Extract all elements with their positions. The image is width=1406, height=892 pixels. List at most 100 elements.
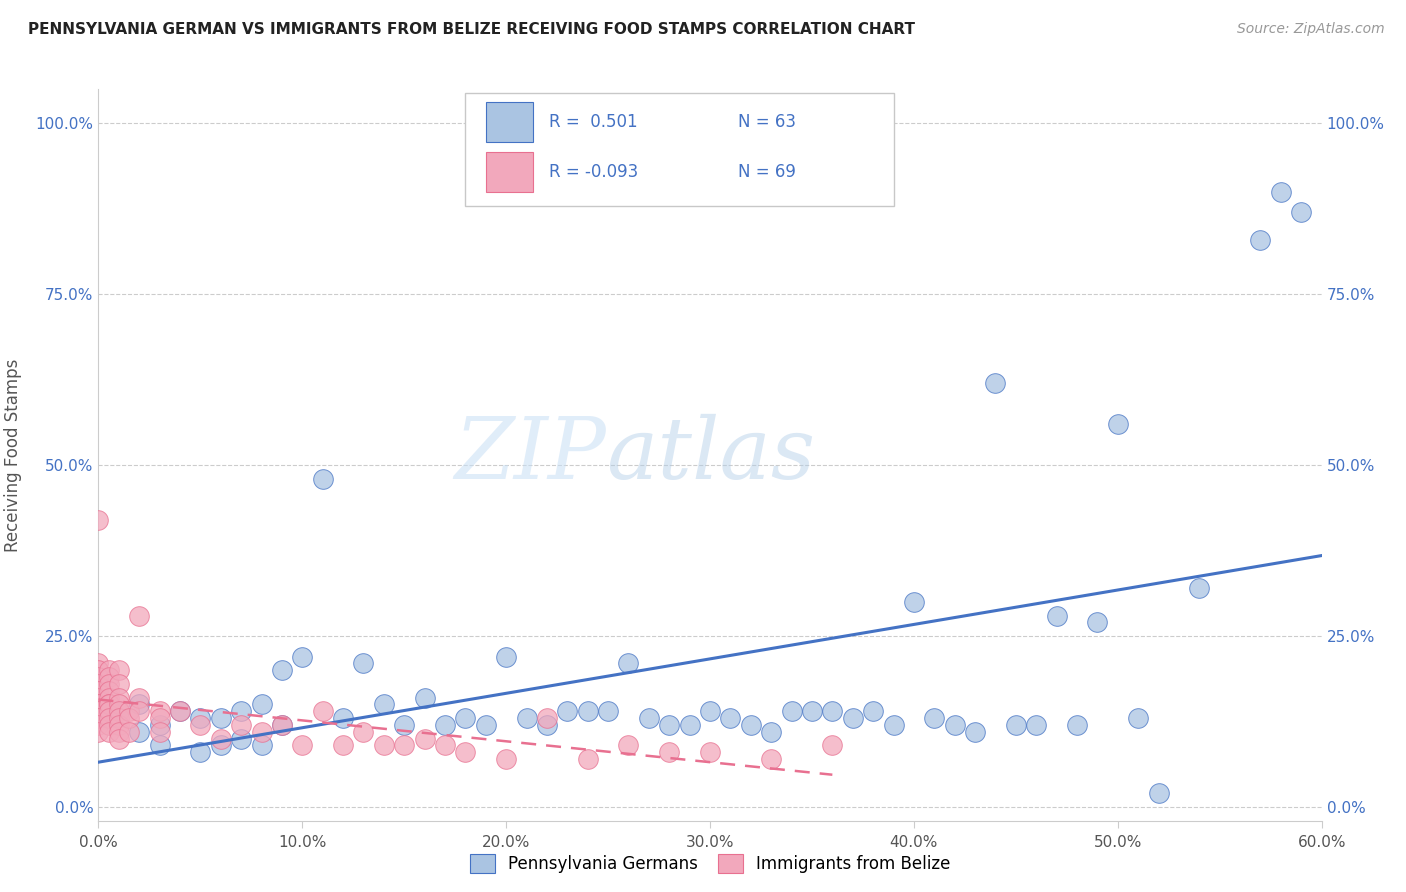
Point xyxy=(352,724,374,739)
Point xyxy=(270,718,294,732)
Point xyxy=(536,718,558,732)
Point xyxy=(761,752,783,766)
FancyBboxPatch shape xyxy=(465,93,894,206)
Text: Source: ZipAtlas.com: Source: ZipAtlas.com xyxy=(1237,22,1385,37)
Point xyxy=(516,711,538,725)
Point xyxy=(188,745,212,759)
Point xyxy=(291,649,314,664)
Point xyxy=(87,711,110,725)
Point xyxy=(984,376,1007,391)
Point xyxy=(87,657,110,671)
Point xyxy=(169,704,191,718)
Point xyxy=(841,711,863,725)
Point xyxy=(965,724,987,739)
Point xyxy=(1249,233,1271,247)
Point xyxy=(87,724,110,739)
Point xyxy=(231,718,253,732)
Point xyxy=(231,731,253,746)
Point xyxy=(108,690,131,705)
Text: PENNSYLVANIA GERMAN VS IMMIGRANTS FROM BELIZE RECEIVING FOOD STAMPS CORRELATION : PENNSYLVANIA GERMAN VS IMMIGRANTS FROM B… xyxy=(28,22,915,37)
Point xyxy=(97,683,120,698)
Point xyxy=(209,739,232,753)
Point xyxy=(557,704,579,718)
Point xyxy=(474,718,498,732)
Point xyxy=(108,718,131,732)
Point xyxy=(862,704,884,718)
Point xyxy=(1270,185,1292,199)
Point xyxy=(576,752,599,766)
Point xyxy=(87,513,110,527)
Point xyxy=(943,718,966,732)
Point xyxy=(761,724,783,739)
Point xyxy=(1004,718,1026,732)
FancyBboxPatch shape xyxy=(486,102,533,142)
Point xyxy=(87,690,110,705)
Text: N = 69: N = 69 xyxy=(738,163,796,181)
Point xyxy=(903,595,925,609)
Point xyxy=(699,745,721,759)
Point xyxy=(87,698,110,712)
Point xyxy=(128,608,150,623)
Point xyxy=(495,649,517,664)
Point xyxy=(392,718,416,732)
Point xyxy=(97,704,120,718)
Point xyxy=(169,704,191,718)
Point xyxy=(821,739,844,753)
Point xyxy=(149,718,172,732)
Point xyxy=(1085,615,1108,630)
Point xyxy=(392,739,416,753)
Point xyxy=(97,711,120,725)
Point xyxy=(1188,581,1211,595)
Text: atlas: atlas xyxy=(606,414,815,496)
Point xyxy=(434,718,457,732)
Point xyxy=(118,711,141,725)
Point xyxy=(87,718,110,732)
Point xyxy=(413,731,436,746)
Point xyxy=(658,745,681,759)
Point xyxy=(780,704,803,718)
Point xyxy=(598,704,620,718)
Point xyxy=(87,663,110,677)
Point xyxy=(617,657,640,671)
Point xyxy=(454,711,477,725)
Point xyxy=(87,670,110,684)
Point xyxy=(118,724,141,739)
Point xyxy=(87,677,110,691)
Point xyxy=(231,704,253,718)
Point xyxy=(97,698,120,712)
Point xyxy=(188,718,212,732)
Point xyxy=(128,698,150,712)
Point xyxy=(576,704,599,718)
Point xyxy=(332,739,354,753)
Point xyxy=(149,704,172,718)
Point xyxy=(373,739,395,753)
Point xyxy=(821,704,844,718)
Point xyxy=(1045,608,1069,623)
Point xyxy=(149,711,172,725)
Point xyxy=(270,718,294,732)
Point xyxy=(108,731,131,746)
Point xyxy=(454,745,477,759)
Point xyxy=(291,739,314,753)
Text: ZIP: ZIP xyxy=(454,414,606,496)
Point xyxy=(699,704,721,718)
Point xyxy=(1291,205,1313,219)
Legend: Pennsylvania Germans, Immigrants from Belize: Pennsylvania Germans, Immigrants from Be… xyxy=(461,846,959,882)
Text: R = -0.093: R = -0.093 xyxy=(548,163,638,181)
Point xyxy=(87,683,110,698)
Text: N = 63: N = 63 xyxy=(738,113,796,131)
Point xyxy=(97,718,120,732)
Point xyxy=(128,724,150,739)
Point xyxy=(270,663,294,677)
Point xyxy=(128,690,150,705)
Point xyxy=(108,677,131,691)
Point xyxy=(332,711,354,725)
Point xyxy=(108,724,131,739)
Point xyxy=(97,670,120,684)
Point xyxy=(87,683,110,698)
Point xyxy=(638,711,661,725)
Point xyxy=(1066,718,1088,732)
Point xyxy=(1107,417,1129,432)
Point xyxy=(108,704,131,718)
Point xyxy=(209,711,232,725)
